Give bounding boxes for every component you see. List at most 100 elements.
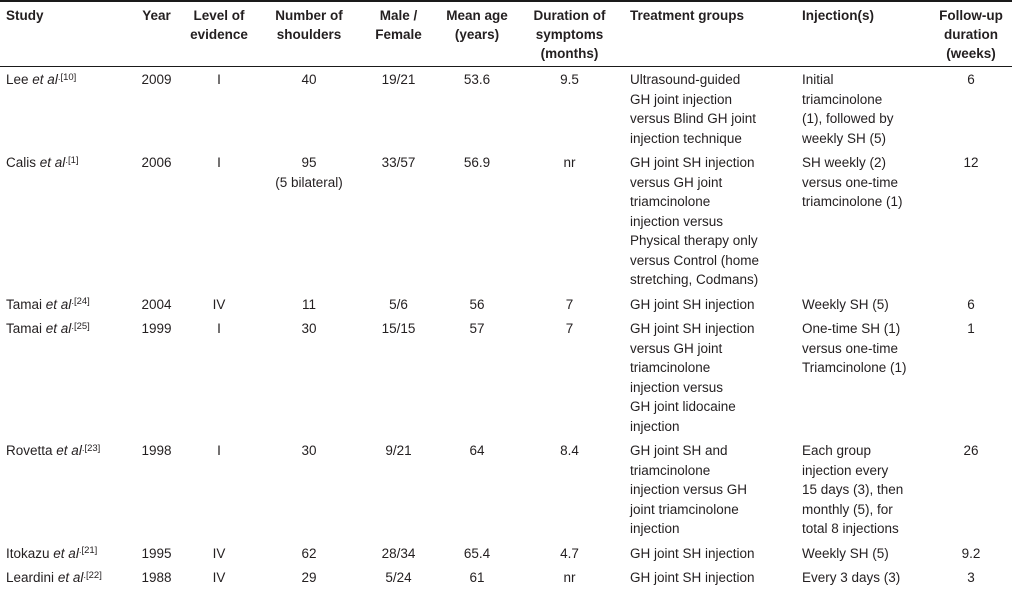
evidence-cell: I (217, 443, 221, 458)
mean-age-cell: 64 (469, 443, 485, 458)
male-female-cell: 28/34 (381, 545, 416, 561)
injections-cell: SH weekly (2) versus one-time triamcinol… (802, 155, 903, 209)
col-header-treatment-groups: Treatment groups (622, 1, 796, 67)
study-cell: Lee et al.[10] (0, 67, 133, 151)
year-cell: 2009 (141, 72, 172, 87)
table-row: Itokazu et al.[21] 1995 IV 62 28/34 65.4… (0, 541, 1012, 566)
col-header-male-female: Male / Female (360, 1, 437, 67)
study-reference: .[24] (71, 296, 90, 307)
study-etal: et al (56, 443, 82, 458)
col-header-injections: Injection(s) (796, 1, 930, 67)
shoulders-cell: 95 (5 bilateral) (275, 155, 343, 190)
col-header-duration-of-symptoms: Duration of symptoms (months) (517, 1, 622, 67)
study-cell: Calis et al.[1] (0, 150, 133, 292)
study-etal: et al (32, 72, 58, 87)
study-etal: et al (45, 321, 72, 336)
mean-age-cell: 53.6 (463, 72, 491, 87)
year-cell: 1999 (141, 321, 172, 336)
followup-cell: 6 (967, 296, 975, 312)
symptom-duration-cell: nr (517, 565, 622, 590)
treatment-groups-cell: GH joint SH injection (630, 545, 755, 561)
year-cell: 1988 (133, 565, 180, 590)
injections-cell: Weekly SH (5) (802, 296, 889, 312)
evidence-cell: I (217, 321, 221, 336)
study-author: Tamai (6, 321, 43, 336)
col-header-study: Study (0, 1, 133, 67)
table-row: Rovetta et al.[23] 1998 I 30 9/21 64 8.4… (0, 438, 1012, 541)
injections-cell: One-time SH (1) versus one-time Triamcin… (802, 321, 907, 375)
male-female-cell: 5/24 (360, 565, 437, 590)
injections-cell: Weekly SH (5) (802, 545, 889, 561)
col-header-level-of-evidence: Level of evidence (180, 1, 258, 67)
shoulders-cell: 30 (301, 443, 317, 458)
followup-cell: 1 (967, 321, 975, 336)
male-female-cell: 33/57 (381, 155, 416, 170)
study-author: Rovetta (6, 443, 53, 458)
study-reference: .[21] (78, 545, 98, 556)
shoulders-cell: 11 (301, 296, 316, 312)
study-author: Lee (6, 72, 29, 87)
followup-cell: 26 (963, 443, 979, 458)
treatment-groups-cell: GH joint SH injection versus GH joint tr… (630, 321, 755, 434)
col-header-mean-age: Mean age (years) (437, 1, 517, 67)
mean-age-cell: 56 (469, 296, 485, 312)
col-header-number-of-shoulders: Number of shoulders (258, 1, 360, 67)
mean-age-cell: 65.4 (463, 545, 491, 561)
table-row: Lee et al.[10] 2009 I 40 19/21 53.6 9.5 … (0, 67, 1012, 151)
col-header-year: Year (133, 1, 180, 67)
injections-cell: Each group injection every 15 days (3), … (802, 443, 904, 536)
treatment-groups-cell: GH joint SH injection (630, 296, 755, 312)
treatment-groups-cell: GH joint SH injection (622, 565, 796, 590)
study-cell: Tamai et al.[25] (0, 316, 133, 438)
symptom-duration-cell: 4.7 (560, 545, 579, 561)
shoulders-cell: 29 (258, 565, 360, 590)
table-row: Leardini et al.[22] 1988 IV 29 5/24 61 n… (0, 565, 1012, 590)
study-etal: et al (45, 296, 72, 312)
followup-cell: 9.2 (961, 545, 981, 561)
year-cell: 1995 (141, 545, 172, 561)
study-reference: .[23] (81, 442, 101, 454)
study-cell: Leardini et al.[22] (0, 565, 133, 590)
shoulders-cell: 62 (301, 545, 317, 561)
study-reference: .[1] (65, 154, 79, 166)
treatment-groups-cell: Ultrasound-guided GH joint injection ver… (630, 72, 757, 146)
shoulders-cell: 30 (301, 321, 317, 336)
followup-cell: 12 (963, 155, 979, 170)
study-reference: .[22] (83, 569, 102, 581)
year-cell: 2006 (141, 155, 172, 170)
followup-cell: 3 (930, 565, 1012, 590)
study-cell: Itokazu et al.[21] (0, 541, 133, 566)
shoulders-cell: 40 (301, 72, 317, 87)
study-author: Tamai (6, 296, 43, 312)
study-cell: Rovetta et al.[23] (0, 438, 133, 541)
male-female-cell: 5/6 (389, 296, 408, 312)
year-cell: 1998 (141, 443, 172, 458)
evidence-cell: IV (212, 545, 226, 561)
study-etal: et al (57, 570, 84, 585)
injections-cell: Initial triamcinolone (1), followed by w… (802, 72, 894, 146)
study-reference: .[25] (71, 320, 90, 332)
evidence-cell: IV (180, 565, 258, 590)
mean-age-cell: 57 (469, 321, 485, 336)
table-row: Tamai et al.[24] 2004 IV 11 5/6 56 7 GH … (0, 292, 1012, 317)
male-female-cell: 9/21 (385, 443, 412, 458)
followup-cell: 6 (967, 72, 975, 87)
study-reference: .[10] (57, 71, 77, 83)
study-author: Calis (6, 155, 37, 170)
symptom-duration-cell: 7 (565, 296, 574, 312)
study-cell: Tamai et al.[24] (0, 292, 133, 317)
study-etal: et al (39, 155, 66, 170)
treatment-groups-cell: GH joint SH injection versus GH joint tr… (630, 155, 760, 287)
male-female-cell: 15/15 (381, 321, 416, 336)
col-header-followup-duration: Follow-up duration (weeks) (930, 1, 1012, 67)
symptom-duration-cell: nr (563, 155, 576, 170)
mean-age-cell: 61 (437, 565, 517, 590)
symptom-duration-cell: 9.5 (560, 72, 579, 87)
table-row: Calis et al.[1] 2006 I 95 (5 bilateral) … (0, 150, 1012, 292)
study-author: Itokazu (6, 545, 50, 561)
year-cell: 2004 (141, 296, 172, 312)
male-female-cell: 19/21 (381, 72, 416, 87)
table-row: Tamai et al.[25] 1999 I 30 15/15 57 7 GH… (0, 316, 1012, 438)
